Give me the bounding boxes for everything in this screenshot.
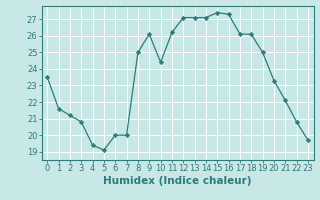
X-axis label: Humidex (Indice chaleur): Humidex (Indice chaleur) bbox=[103, 176, 252, 186]
